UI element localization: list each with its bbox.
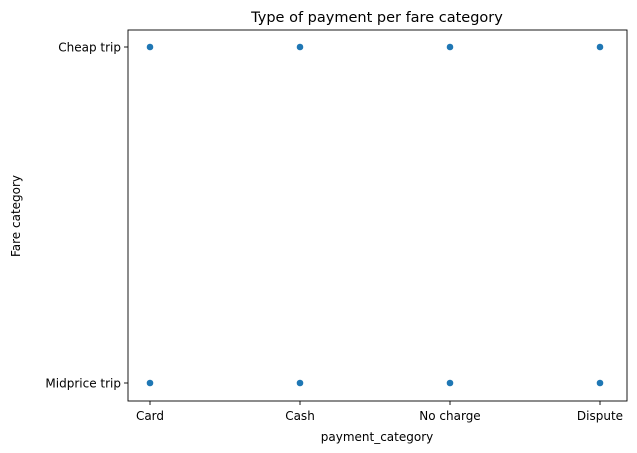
point-no-charge-midprice-trip — [446, 379, 454, 387]
x-tick-label-card: Card — [136, 409, 164, 423]
x-tick-label-no-charge: No charge — [419, 409, 480, 423]
y-axis-label: Fare category — [9, 175, 23, 257]
x-axis: Card Cash No charge Dispute — [136, 401, 623, 423]
x-tick-label-cash: Cash — [285, 409, 315, 423]
chart-title: Type of payment per fare category — [250, 10, 503, 26]
y-axis: Midprice trip Cheap trip — [45, 41, 128, 391]
scatter-points — [146, 43, 604, 387]
point-dispute-cheap-trip — [596, 43, 604, 51]
point-dispute-midprice-trip — [596, 379, 604, 387]
y-tick-label-cheap-trip: Cheap trip — [58, 41, 121, 55]
y-tick-label-midprice-trip: Midprice trip — [45, 377, 121, 391]
point-cash-midprice-trip — [296, 379, 304, 387]
point-no-charge-cheap-trip — [446, 43, 454, 51]
x-tick-label-dispute: Dispute — [577, 409, 623, 423]
plot-frame — [127, 29, 628, 402]
point-card-cheap-trip — [146, 43, 154, 51]
point-cash-cheap-trip — [296, 43, 304, 51]
plot-area: Card Cash No charge Dispute Midprice trip Ch… — [45, 29, 628, 423]
point-card-midprice-trip — [146, 379, 154, 387]
x-axis-label: payment_category — [321, 430, 434, 444]
